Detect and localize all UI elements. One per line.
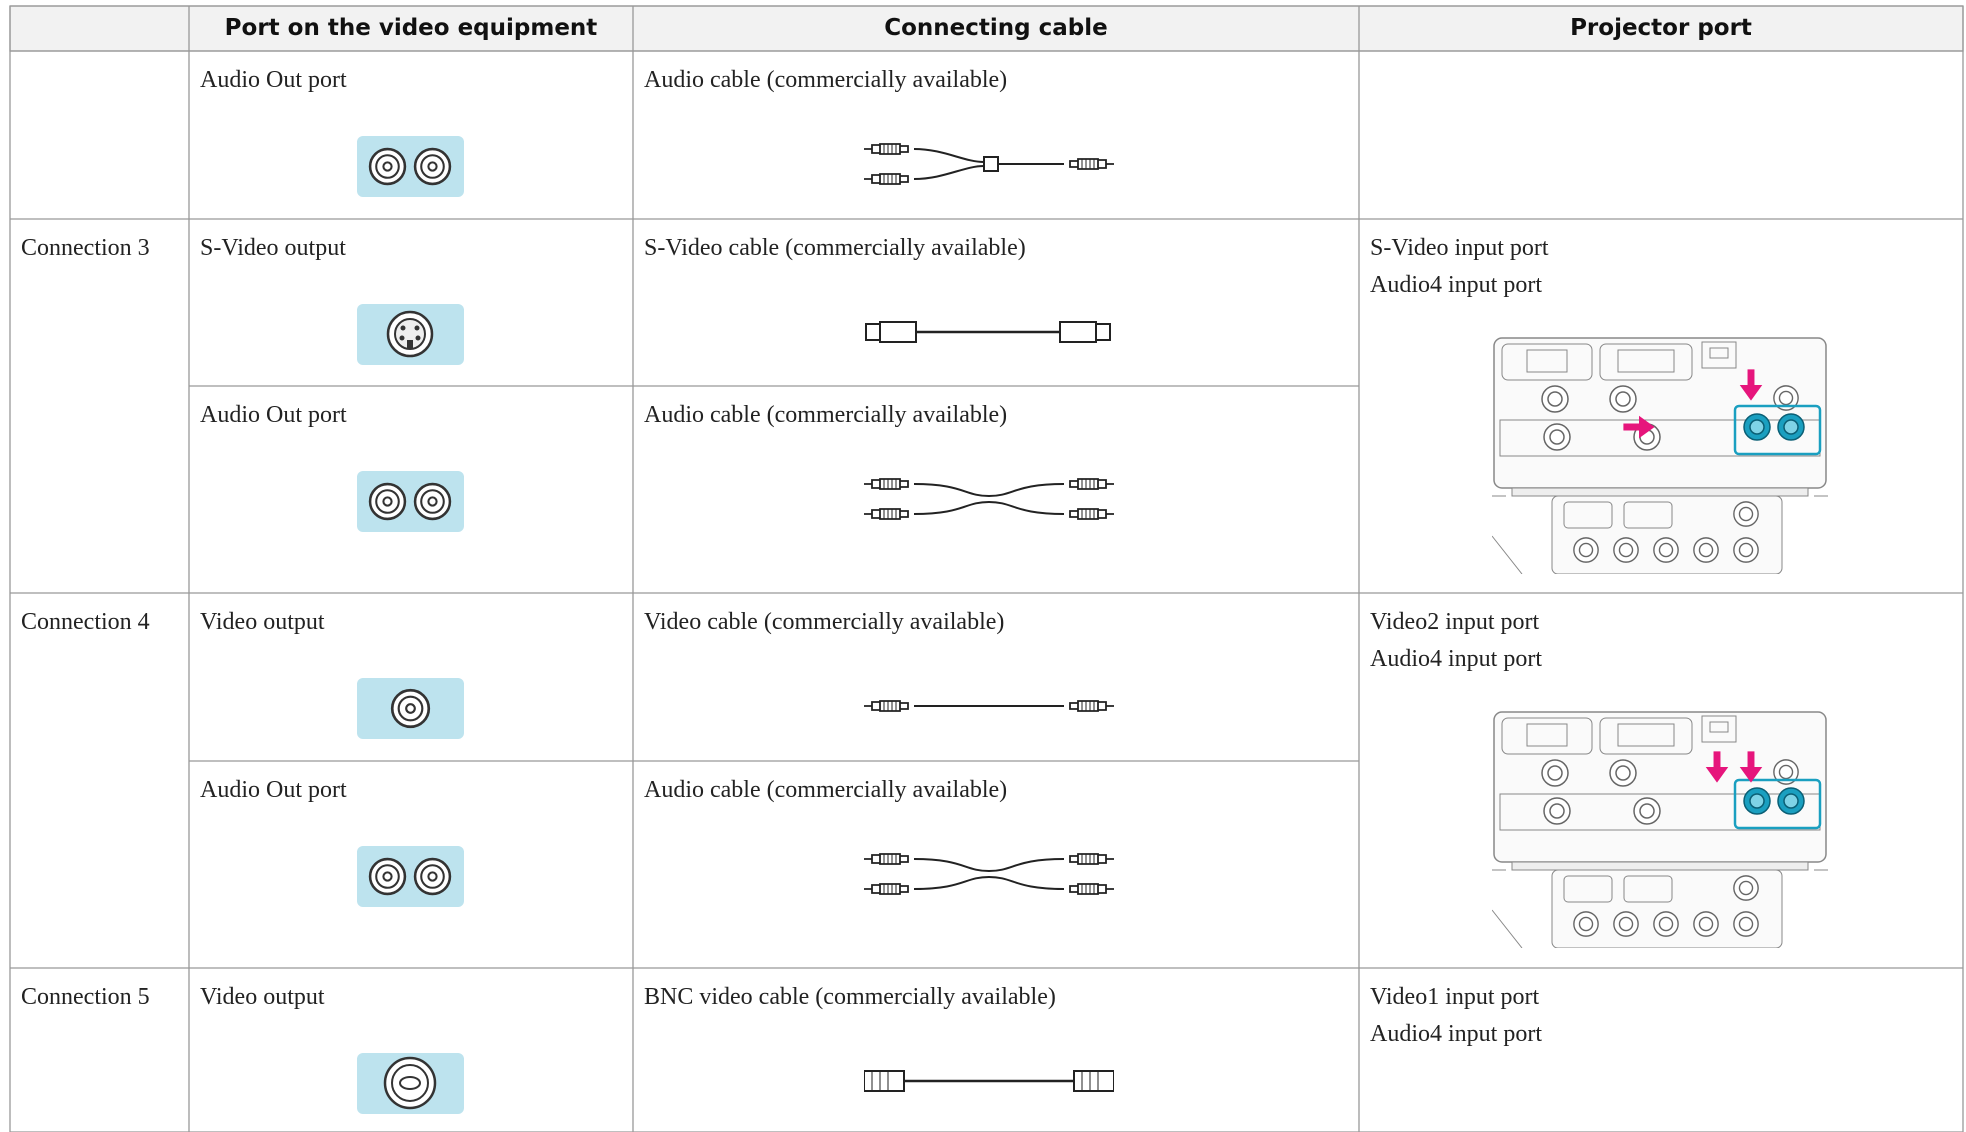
column-header: Projector port xyxy=(1570,15,1752,41)
icon xyxy=(864,701,1114,711)
cable-name: Audio cable (commercially available) xyxy=(644,67,1008,93)
column-header: Connecting cable xyxy=(884,15,1108,41)
icon xyxy=(864,1069,1114,1093)
icon xyxy=(357,678,464,739)
icon xyxy=(864,854,1114,894)
port-name: Video output xyxy=(200,984,325,1010)
header-background xyxy=(9,5,1964,52)
port-name: Audio Out port xyxy=(200,402,347,428)
port-name: Audio Out port xyxy=(200,777,347,803)
cable-name: Audio cable (commercially available) xyxy=(644,402,1008,428)
port-name: Audio Out port xyxy=(200,67,347,93)
icon xyxy=(357,304,464,365)
cable-name: BNC video cable (commercially available) xyxy=(644,984,1056,1010)
projector-port: Audio4 input port xyxy=(1370,1021,1542,1047)
icon xyxy=(357,471,464,532)
icon xyxy=(1492,712,1828,948)
projector-port: Audio4 input port xyxy=(1370,646,1542,672)
cable-name: S-Video cable (commercially available) xyxy=(644,235,1026,261)
projector-port: S-Video input port xyxy=(1370,235,1549,261)
icon xyxy=(864,320,1112,344)
connection-label: Connection 4 xyxy=(21,609,150,635)
icon xyxy=(357,846,464,907)
connection-label: Connection 3 xyxy=(21,235,150,261)
port-name: S-Video output xyxy=(200,235,346,261)
projector-port: Video2 input port xyxy=(1370,609,1540,635)
port-name: Video output xyxy=(200,609,325,635)
cable-name: Video cable (commercially available) xyxy=(644,609,1005,635)
icon xyxy=(864,144,1114,184)
connection-label: Connection 5 xyxy=(21,984,150,1010)
column-header: Port on the video equipment xyxy=(224,15,598,41)
icon xyxy=(1492,338,1828,574)
projector-port: Video1 input port xyxy=(1370,984,1540,1010)
icon xyxy=(357,1053,464,1114)
cable-name: Audio cable (commercially available) xyxy=(644,777,1008,803)
icon xyxy=(357,136,464,197)
icon xyxy=(864,479,1114,519)
projector-port: Audio4 input port xyxy=(1370,272,1542,298)
